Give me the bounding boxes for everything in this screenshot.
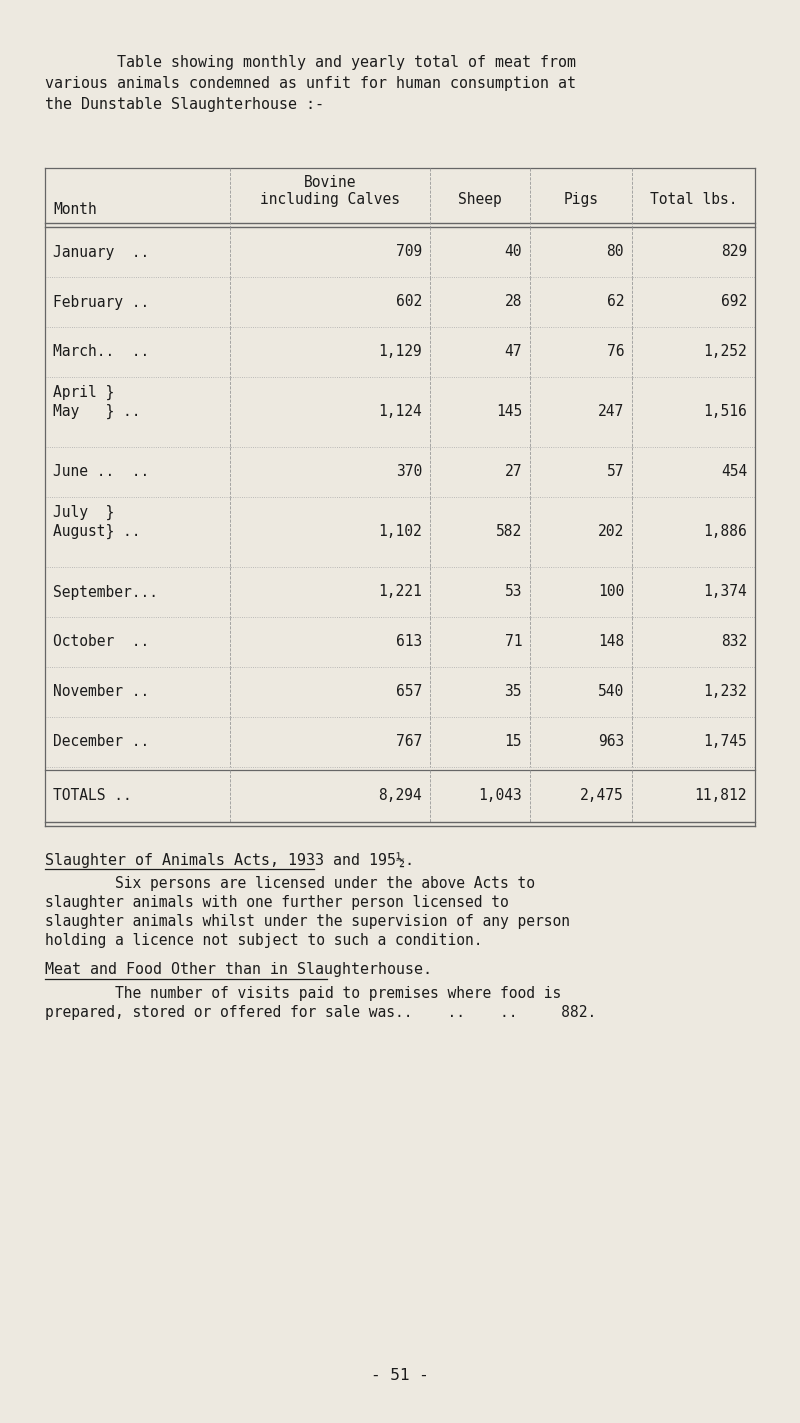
Text: 11,812: 11,812 — [694, 788, 747, 804]
Text: 202: 202 — [598, 525, 624, 539]
Text: 145: 145 — [496, 404, 522, 420]
Text: 35: 35 — [505, 684, 522, 700]
Text: Pigs: Pigs — [563, 192, 598, 206]
Text: TOTALS ..: TOTALS .. — [53, 788, 132, 804]
Text: 27: 27 — [505, 464, 522, 480]
Text: Table showing monthly and yearly total of meat from: Table showing monthly and yearly total o… — [45, 55, 576, 70]
Text: May   } ..: May } .. — [53, 404, 141, 420]
Text: 53: 53 — [505, 585, 522, 599]
Text: 1,129: 1,129 — [378, 344, 422, 360]
Text: April }: April } — [53, 386, 114, 400]
Text: 692: 692 — [721, 295, 747, 309]
Text: 80: 80 — [606, 245, 624, 259]
Text: 1,232: 1,232 — [703, 684, 747, 700]
Text: October  ..: October .. — [53, 635, 150, 649]
Text: Total lbs.: Total lbs. — [650, 192, 738, 206]
Text: 1,745: 1,745 — [703, 734, 747, 750]
Text: the Dunstable Slaughterhouse :-: the Dunstable Slaughterhouse :- — [45, 97, 324, 112]
Text: 100: 100 — [598, 585, 624, 599]
Text: prepared, stored or offered for sale was..    ..    ..     882.: prepared, stored or offered for sale was… — [45, 1005, 596, 1020]
Text: March..  ..: March.. .. — [53, 344, 150, 360]
Text: 1,102: 1,102 — [378, 525, 422, 539]
Text: 2,475: 2,475 — [580, 788, 624, 804]
Text: various animals condemned as unfit for human consumption at: various animals condemned as unfit for h… — [45, 75, 576, 91]
Text: 1,124: 1,124 — [378, 404, 422, 420]
Text: August} ..: August} .. — [53, 524, 141, 539]
Text: September...: September... — [53, 585, 158, 599]
Text: including Calves: including Calves — [260, 192, 400, 206]
Text: 613: 613 — [396, 635, 422, 649]
Text: June ..  ..: June .. .. — [53, 464, 150, 480]
Text: Sheep: Sheep — [458, 192, 502, 206]
Text: 40: 40 — [505, 245, 522, 259]
Text: 582: 582 — [496, 525, 522, 539]
Text: 148: 148 — [598, 635, 624, 649]
Text: July  }: July } — [53, 505, 114, 521]
Text: January  ..: January .. — [53, 245, 150, 259]
Text: Month: Month — [53, 202, 97, 216]
Text: 1,374: 1,374 — [703, 585, 747, 599]
Text: February ..: February .. — [53, 295, 150, 309]
Text: Six persons are licensed under the above Acts to: Six persons are licensed under the above… — [45, 877, 535, 891]
Text: 657: 657 — [396, 684, 422, 700]
Text: 62: 62 — [606, 295, 624, 309]
Text: holding a licence not subject to such a condition.: holding a licence not subject to such a … — [45, 933, 482, 948]
Text: 709: 709 — [396, 245, 422, 259]
Text: 47: 47 — [505, 344, 522, 360]
Text: 76: 76 — [606, 344, 624, 360]
Text: - 51 -: - 51 - — [371, 1368, 429, 1383]
Text: 1,043: 1,043 — [478, 788, 522, 804]
Text: Meat and Food Other than in Slaughterhouse.: Meat and Food Other than in Slaughterhou… — [45, 962, 432, 978]
Text: 57: 57 — [606, 464, 624, 480]
Text: 602: 602 — [396, 295, 422, 309]
Text: December ..: December .. — [53, 734, 150, 750]
Text: 71: 71 — [505, 635, 522, 649]
Text: Slaughter of Animals Acts, 1933 and 195½.: Slaughter of Animals Acts, 1933 and 195½… — [45, 852, 414, 868]
Text: 1,221: 1,221 — [378, 585, 422, 599]
Text: 1,252: 1,252 — [703, 344, 747, 360]
Text: 1,886: 1,886 — [703, 525, 747, 539]
Text: 767: 767 — [396, 734, 422, 750]
Text: 832: 832 — [721, 635, 747, 649]
Text: 247: 247 — [598, 404, 624, 420]
Text: slaughter animals whilst under the supervision of any person: slaughter animals whilst under the super… — [45, 914, 570, 929]
Text: 1,516: 1,516 — [703, 404, 747, 420]
Text: Bovine: Bovine — [304, 175, 356, 191]
Text: The number of visits paid to premises where food is: The number of visits paid to premises wh… — [45, 986, 562, 1000]
Text: slaughter animals with one further person licensed to: slaughter animals with one further perso… — [45, 895, 509, 909]
Text: November ..: November .. — [53, 684, 150, 700]
Text: 454: 454 — [721, 464, 747, 480]
Text: 829: 829 — [721, 245, 747, 259]
Text: 540: 540 — [598, 684, 624, 700]
Text: 15: 15 — [505, 734, 522, 750]
Text: 963: 963 — [598, 734, 624, 750]
Text: 370: 370 — [396, 464, 422, 480]
Text: 28: 28 — [505, 295, 522, 309]
Text: 8,294: 8,294 — [378, 788, 422, 804]
